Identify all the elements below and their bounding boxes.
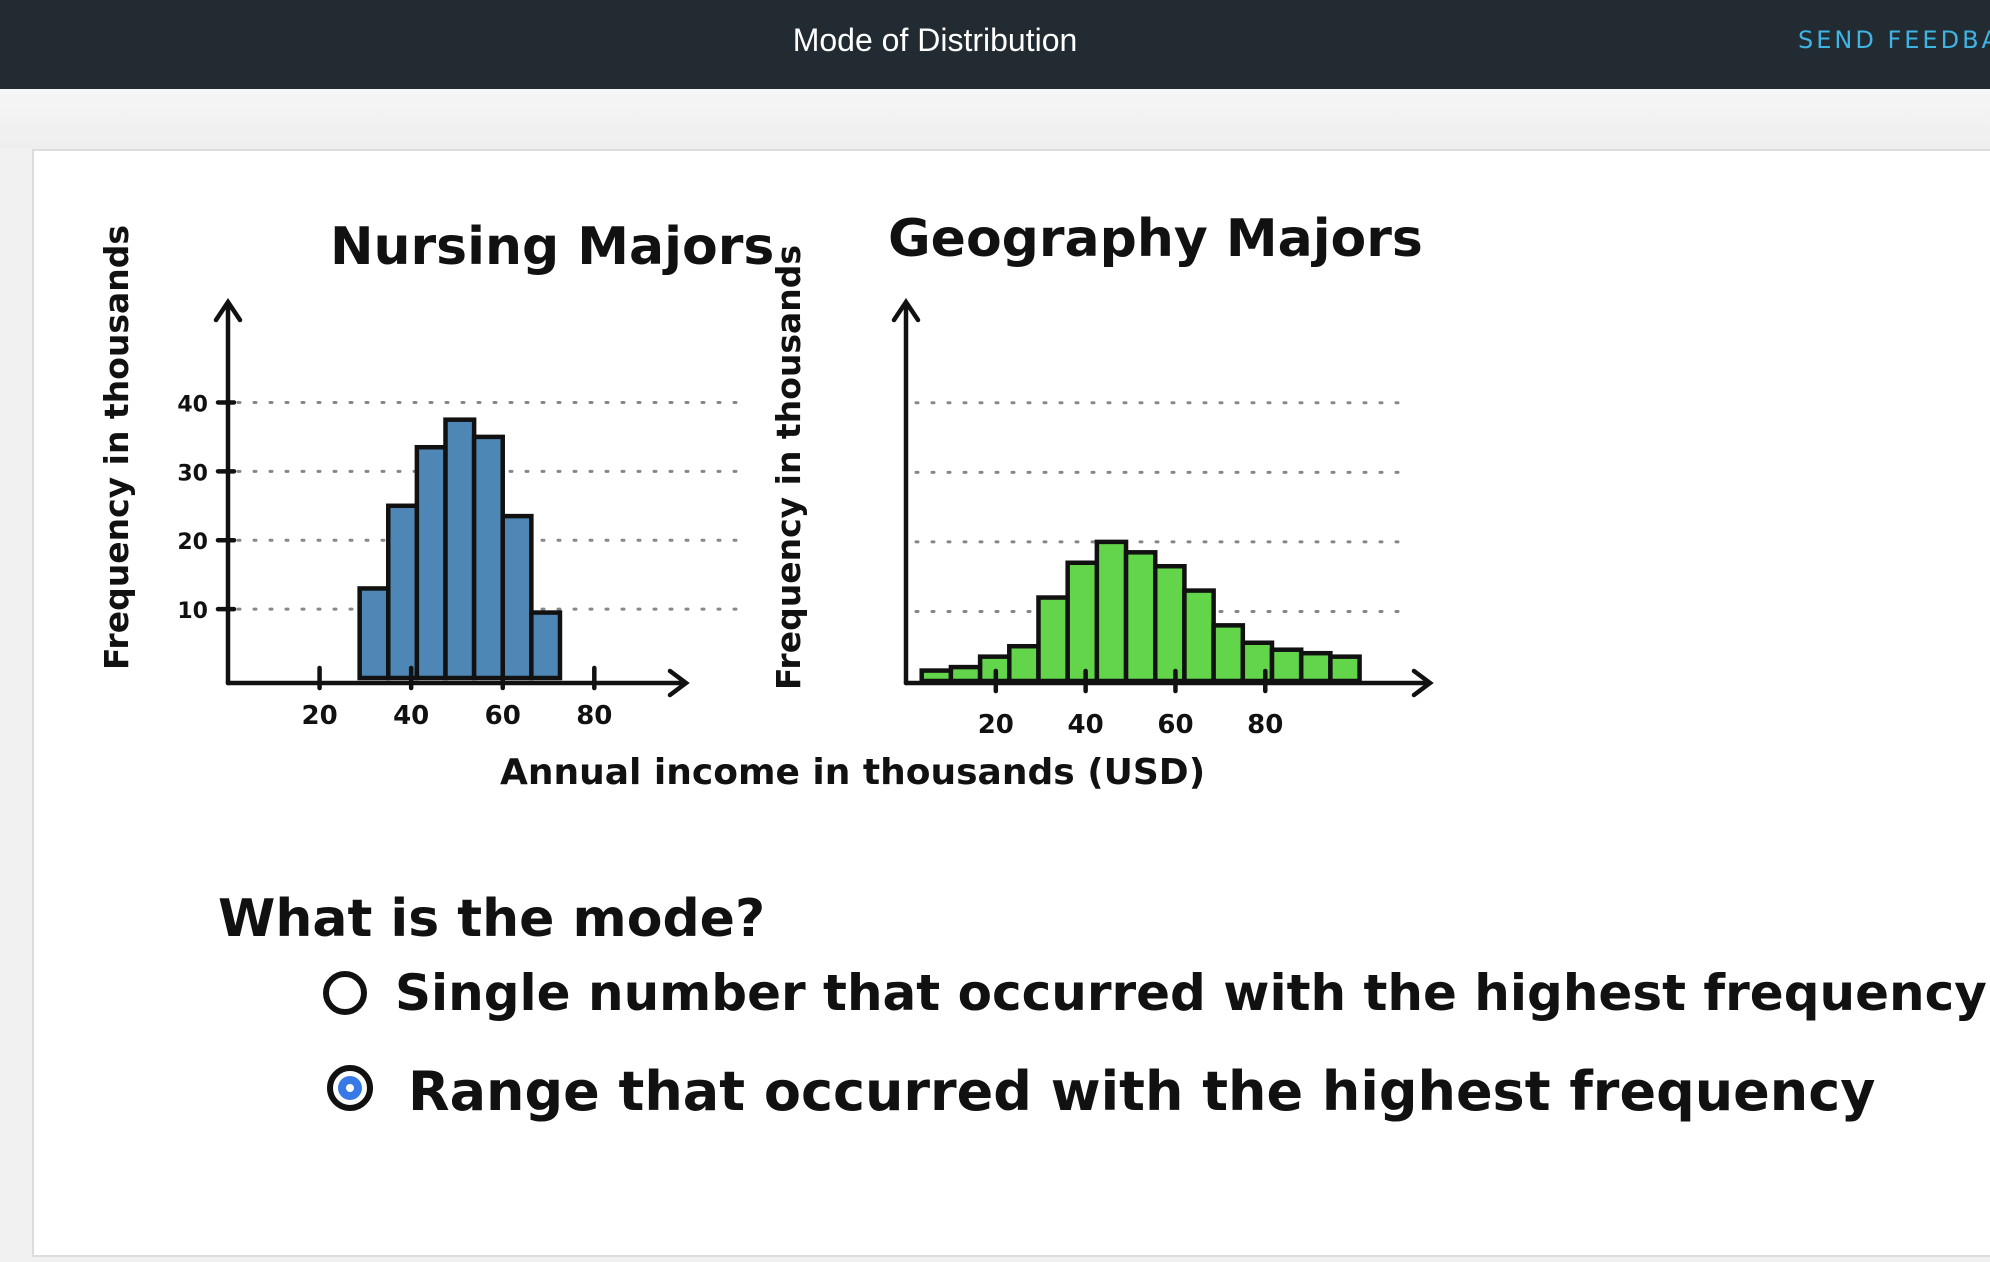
nursing-chart: Nursing Majors Frequency in thousands 20…: [97, 217, 774, 731]
header-shadow: [0, 89, 1990, 149]
histogram-bar: [1182, 588, 1216, 684]
histogram-bar: [357, 586, 391, 681]
histogram-bar: [1152, 563, 1187, 684]
y-tick-label: 30: [177, 461, 208, 486]
histogram-bar: [529, 610, 563, 681]
y-tick-label: 40: [177, 392, 208, 417]
geography-y-axis: [891, 297, 921, 686]
geography-chart-title: Geography Majors: [888, 209, 1423, 269]
top-bar: Mode of Distribution SEND FEEDBA: [0, 0, 1990, 89]
x-tick-label: 80: [1247, 710, 1283, 740]
nursing-x-axis: [225, 668, 690, 698]
page-title: Mode of Distribution: [792, 22, 1078, 58]
histogram-bar: [1211, 623, 1246, 684]
histogram-bar: [414, 444, 448, 681]
x-tick-label: 60: [1157, 710, 1193, 740]
histogram-bar: [471, 434, 505, 681]
histogram-bar: [1240, 640, 1275, 684]
nursing-y-axis: [213, 297, 243, 686]
histogram-bar: [386, 503, 420, 681]
option-range-label: Range that occurred with the highest fre…: [408, 1060, 1875, 1123]
histogram-bar: [1123, 550, 1158, 684]
x-tick-label: 40: [1068, 710, 1104, 740]
nursing-y-axis-label: Frequency in thousands: [97, 225, 136, 670]
option-single-number[interactable]: Single number that occurred with the hig…: [323, 964, 1987, 1022]
y-tick-label: 10: [177, 599, 208, 624]
x-tick-label: 20: [301, 701, 337, 731]
histogram-bar: [1065, 560, 1100, 684]
histogram-bar: [1036, 595, 1070, 684]
histogram-bar: [919, 668, 954, 684]
geography-y-axis-label: Frequency in thousands: [769, 245, 808, 690]
x-tick-label: 60: [485, 701, 521, 731]
x-tick-label: 20: [978, 710, 1014, 740]
x-tick-label: 80: [576, 701, 612, 731]
histogram-bar: [443, 417, 477, 681]
nursing-chart-title: Nursing Majors: [330, 217, 774, 277]
option-single-number-label: Single number that occurred with the hig…: [395, 964, 1987, 1022]
geography-chart: Geography Majors Frequency in thousands …: [769, 209, 1434, 740]
histogram-bar: [948, 664, 983, 684]
question-text: What is the mode?: [218, 889, 765, 949]
histogram-bar: [1094, 539, 1129, 684]
option-single-number-radio[interactable]: [323, 971, 367, 1015]
x-tick-label: 40: [393, 701, 429, 731]
histogram-bar: [1269, 647, 1304, 684]
shared-x-axis-label: Annual income in thousands (USD): [500, 752, 1205, 793]
histogram-bar: [500, 513, 534, 681]
histogram-bar: [1007, 643, 1041, 684]
histogram-bar: [1298, 650, 1333, 684]
option-range-center-dot: [346, 1084, 354, 1092]
y-tick-label: 20: [177, 530, 208, 555]
histogram-bar: [1328, 654, 1362, 684]
option-range[interactable]: Range that occurred with the highest fre…: [327, 1060, 1875, 1123]
send-feedback-link[interactable]: SEND FEEDBA: [1798, 26, 1990, 54]
geography-x-axis: [903, 668, 1434, 698]
